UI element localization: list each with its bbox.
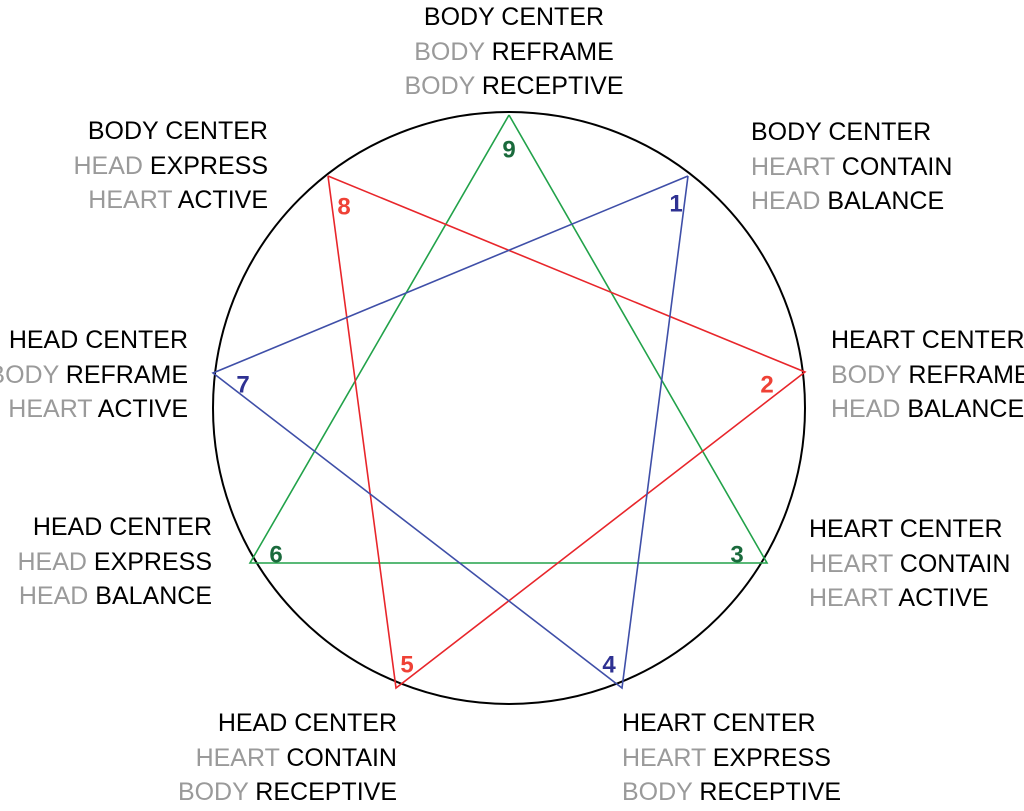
trait-mode: REFRAME <box>491 37 614 66</box>
center-title: HEART CENTER <box>831 326 1024 354</box>
trait-mode: EXPRESS <box>93 547 212 576</box>
trait-mode: EXPRESS <box>712 743 831 772</box>
trait-line: HEART CONTAIN <box>751 150 952 185</box>
point-number-1: 1 <box>669 190 682 217</box>
trait-center: HEAD <box>831 395 901 423</box>
trait-center: HEART <box>88 186 173 214</box>
point-2-label: HEART CENTER BODY REFRAME HEAD BALANCE <box>831 323 1024 427</box>
trait-line: BODY RECEPTIVE <box>178 775 397 810</box>
trait-mode: RECEPTIVE <box>699 778 842 806</box>
center-title: BODY CENTER <box>751 118 932 146</box>
trait-center: BODY <box>414 37 485 66</box>
point-8-label: BODY CENTER HEAD EXPRESS HEART ACTIVE <box>73 114 268 218</box>
point-number-8: 8 <box>337 193 350 220</box>
trait-center: HEART <box>751 152 835 181</box>
trait-center: HEAD <box>751 187 821 215</box>
point-4-label: HEART CENTER HEART EXPRESS BODY RECEPTIVE <box>622 706 841 810</box>
trait-mode: REFRAME <box>908 360 1024 389</box>
point-3-label: HEART CENTER HEART CONTAIN HEART ACTIVE <box>809 512 1010 616</box>
point-number-7: 7 <box>236 371 249 398</box>
trait-line: HEART CONTAIN <box>178 741 397 776</box>
trait-mode: ACTIVE <box>177 186 268 214</box>
point-6-label: HEAD CENTER HEAD EXPRESS HEAD BALANCE <box>17 510 212 614</box>
center-title: HEAD CENTER <box>32 513 212 541</box>
trait-mode: REFRAME <box>65 360 188 389</box>
trait-mode: CONTAIN <box>899 549 1011 578</box>
center-title: HEAD CENTER <box>217 709 397 737</box>
trait-center: HEART <box>809 584 893 612</box>
trait-line: HEART EXPRESS <box>622 741 841 776</box>
trait-mode: CONTAIN <box>286 743 397 772</box>
trait-center: BODY <box>622 778 693 806</box>
trait-center: BODY <box>831 360 902 389</box>
trait-center: BODY <box>0 360 59 389</box>
trait-center: HEART <box>195 743 280 772</box>
trait-line: BODY REFRAME <box>0 358 188 393</box>
center-title: BODY CENTER <box>87 117 268 145</box>
point-1-label: BODY CENTER HEART CONTAIN HEAD BALANCE <box>751 115 952 219</box>
trait-line: HEART CONTAIN <box>809 547 1010 582</box>
trait-center: HEAD <box>73 151 143 180</box>
point-number-4: 4 <box>602 651 616 678</box>
point-number-3: 3 <box>730 541 743 568</box>
point-number-2: 2 <box>760 371 773 398</box>
trait-line: HEAD EXPRESS <box>73 149 268 184</box>
trait-mode: BALANCE <box>95 582 212 610</box>
trait-mode: EXPRESS <box>149 151 268 180</box>
trait-mode: ACTIVE <box>97 395 188 423</box>
trait-line: BODY RECEPTIVE <box>404 69 623 104</box>
point-9-label: BODY CENTER BODY REFRAME BODY RECEPTIVE <box>404 0 623 104</box>
point-number-6: 6 <box>269 541 282 568</box>
trait-line: HEART ACTIVE <box>0 392 188 427</box>
trait-center: HEAD <box>18 582 89 610</box>
trait-center: BODY <box>404 72 475 100</box>
trait-line: HEAD BALANCE <box>751 184 952 219</box>
point-number-9: 9 <box>502 136 515 163</box>
trait-mode: RECEPTIVE <box>481 72 624 100</box>
center-title: HEAD CENTER <box>8 326 188 354</box>
point-5-label: HEAD CENTER HEART CONTAIN BODY RECEPTIVE <box>178 706 397 810</box>
center-title: BODY CENTER <box>423 3 605 31</box>
trait-line: HEAD BALANCE <box>17 579 212 614</box>
trait-center: HEART <box>8 395 93 423</box>
trait-line: BODY RECEPTIVE <box>622 775 841 810</box>
trait-mode: CONTAIN <box>841 152 953 181</box>
trait-line: BODY REFRAME <box>831 358 1024 393</box>
trait-center: HEAD <box>17 547 87 576</box>
point-number-5: 5 <box>400 651 413 678</box>
trait-mode: RECEPTIVE <box>255 778 397 806</box>
trait-line: HEAD EXPRESS <box>17 545 212 580</box>
center-title: HEART CENTER <box>622 709 816 737</box>
outer-circle <box>212 111 806 705</box>
center-title: HEART CENTER <box>809 515 1003 543</box>
trait-center: HEART <box>622 743 706 772</box>
red-connection-lines <box>327 175 807 690</box>
trait-center: BODY <box>177 778 249 806</box>
trait-mode: BALANCE <box>907 395 1024 423</box>
trait-line: BODY REFRAME <box>404 35 623 70</box>
trait-mode: ACTIVE <box>898 584 989 612</box>
blue-connection-lines <box>211 175 689 690</box>
trait-line: HEART ACTIVE <box>809 581 1010 616</box>
trait-center: HEART <box>809 549 893 578</box>
trait-line: HEART ACTIVE <box>73 183 268 218</box>
trait-line: HEAD BALANCE <box>831 392 1024 427</box>
trait-mode: BALANCE <box>827 187 945 215</box>
green-connection-lines <box>248 114 769 564</box>
